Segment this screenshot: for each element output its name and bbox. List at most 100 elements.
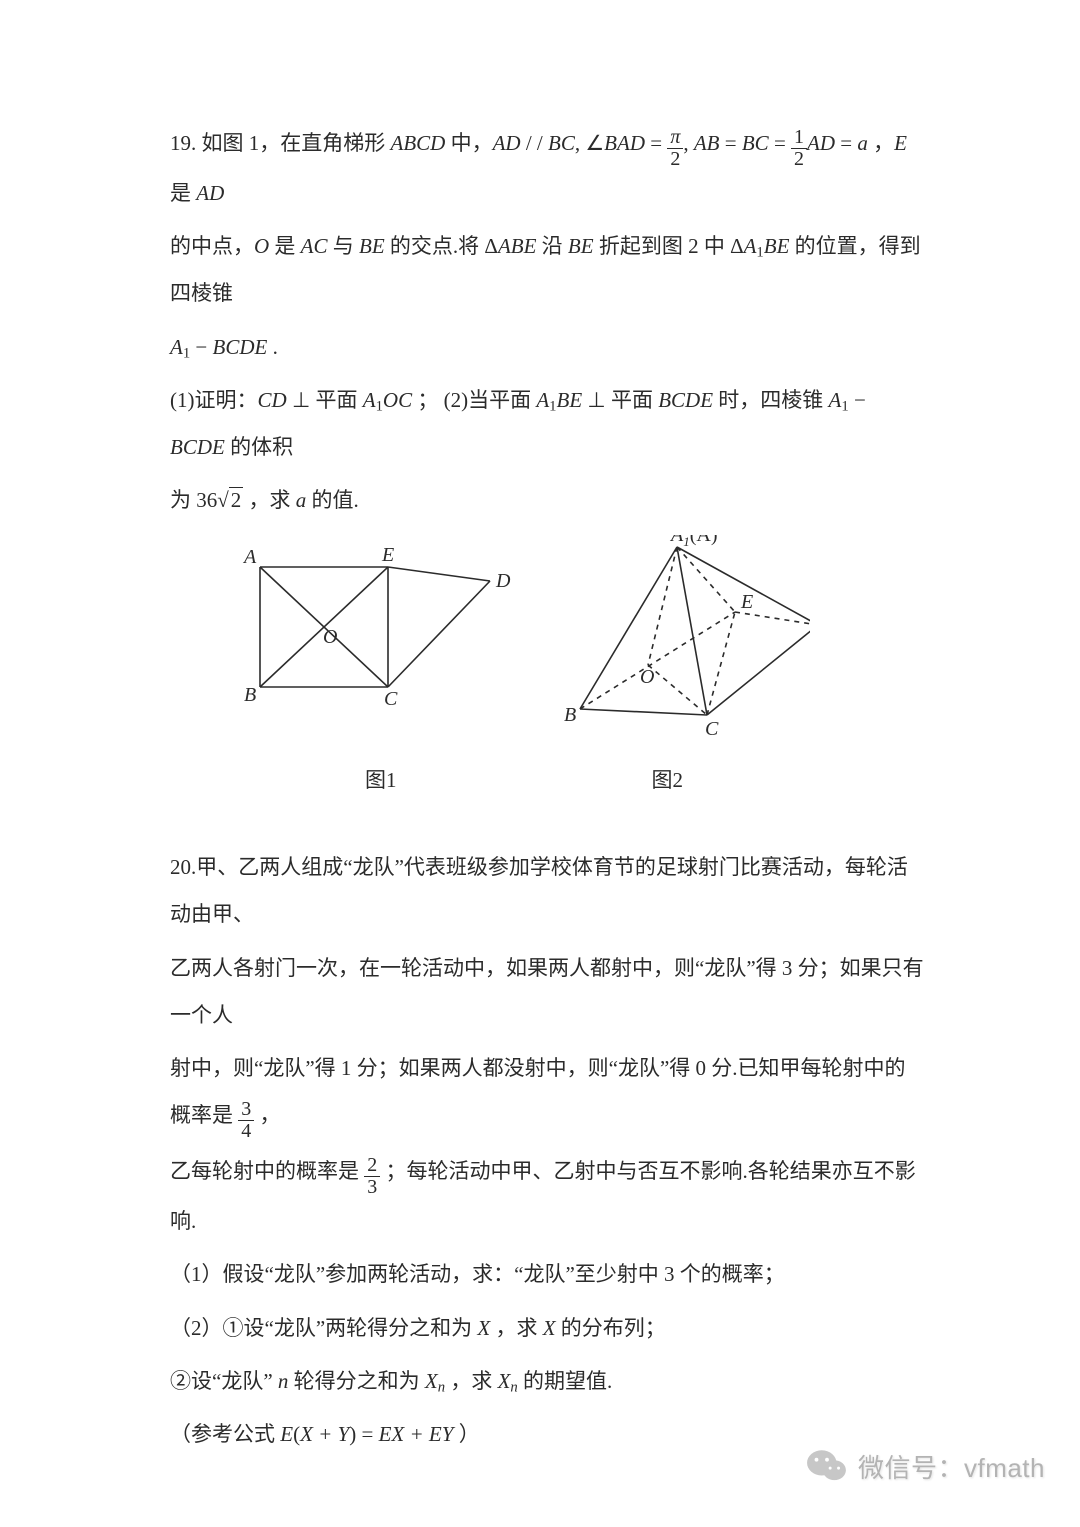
E: E xyxy=(280,1422,293,1446)
num: 3 xyxy=(238,1099,254,1121)
text: 为 xyxy=(170,488,196,512)
var-a2: a xyxy=(296,488,307,512)
var-a1oc-b: OC xyxy=(383,388,412,412)
q20-line2: 乙两人各射门一次，在一轮活动中，如果两人都射中，则“龙队”得 3 分；如果只有一… xyxy=(170,945,925,1040)
text: （2）①设“龙队”两轮得分之和为 xyxy=(170,1316,477,1340)
q19-number: 19 xyxy=(170,131,191,155)
frac-pi-2: π2 xyxy=(667,127,683,170)
var-a1b: A xyxy=(170,335,183,359)
minus2: − xyxy=(849,388,866,412)
var-bc: BC xyxy=(548,131,575,155)
num: 1 xyxy=(791,127,807,149)
svg-text:O: O xyxy=(323,626,337,648)
den: 2 xyxy=(791,149,807,170)
caption-1: 图1 xyxy=(365,757,397,804)
q19-line2: 的中点，O 是 AC 与 BE 的交点.将 ΔABE 沿 BE 折起到图 2 中… xyxy=(170,223,925,318)
var-bcde2: BCDE xyxy=(658,388,713,412)
frac-1-2: 12 xyxy=(791,127,807,170)
text: ，求 xyxy=(490,1316,543,1340)
caption-2: 图2 xyxy=(652,757,684,804)
var-n: n xyxy=(278,1369,289,1393)
diagrams-row: AEDBCO A1(A)EDBCO 图1 图2 xyxy=(170,535,925,805)
var-X2: X xyxy=(543,1316,556,1340)
var-a14: A xyxy=(829,388,842,412)
delta2: Δ xyxy=(730,234,744,258)
angle-sym: ∠ xyxy=(585,131,604,155)
svg-text:C: C xyxy=(384,688,398,710)
sub-n2: n xyxy=(510,1380,517,1396)
XY: X + Y xyxy=(300,1422,349,1446)
minus: − xyxy=(190,335,212,359)
text: ； (2)当平面 xyxy=(412,388,536,412)
q19-line4: (1)证明：CD ⊥ 平面 A1OC ； (2)当平面 A1BE ⊥ 平面 BC… xyxy=(170,377,925,472)
sqrt-expr: 36√2 xyxy=(196,487,243,512)
q19-line5: 为 36√2 ，求 a 的值. xyxy=(170,477,925,524)
svg-text:B: B xyxy=(244,684,256,706)
var-ac: AC xyxy=(301,234,328,258)
eq: = xyxy=(645,131,667,155)
num: π xyxy=(667,127,683,149)
text: 的体积 xyxy=(225,435,293,459)
geometry-diagrams: AEDBCO A1(A)EDBCO xyxy=(170,535,810,740)
svg-text:A: A xyxy=(242,546,257,568)
num: 2 xyxy=(364,1155,380,1177)
text: （1）假设“龙队”参加两轮活动，求：“龙队”至少射中 3 个的概率； xyxy=(170,1262,785,1286)
period: . xyxy=(267,335,278,359)
var-be2: BE xyxy=(568,234,594,258)
var-be: BE xyxy=(359,234,385,258)
perp: ⊥ xyxy=(287,388,316,412)
var-ad3: AD xyxy=(196,181,224,205)
comma: ， xyxy=(868,131,894,155)
q20-line1: 20.甲、乙两人组成“龙队”代表班级参加学校体育节的足球射门比赛活动，每轮活动由… xyxy=(170,844,925,939)
comma: , xyxy=(683,131,694,155)
var-a1oc-a: A xyxy=(363,388,376,412)
sub1: 1 xyxy=(756,245,763,261)
frac-2-3: 23 xyxy=(364,1155,380,1198)
q20-line3: 射中，则“龙队”得 1 分；如果两人都没射中，则“龙队”得 0 分.已知甲每轮射… xyxy=(170,1045,925,1142)
eq: = xyxy=(769,131,791,155)
sub1c: 1 xyxy=(376,399,383,415)
text: . 如图 1，在直角梯形 xyxy=(191,131,391,155)
sub1e: 1 xyxy=(841,399,848,415)
var-ad: AD xyxy=(493,131,521,155)
svg-text:O: O xyxy=(640,666,654,688)
var-Xn2: X xyxy=(498,1369,511,1393)
q19-line3: A1 − BCDE . xyxy=(170,324,925,371)
EXY: EX + EY xyxy=(379,1422,454,1446)
svg-text:E: E xyxy=(381,544,394,566)
text: 平面 xyxy=(315,388,362,412)
var-abcd: ABCD xyxy=(391,131,446,155)
radicand: 2 xyxy=(229,487,244,512)
den: 2 xyxy=(667,149,683,170)
q20-line7: ②设“龙队” n 轮得分之和为 Xn ，求 Xn 的期望值. xyxy=(170,1358,925,1405)
wechat-icon xyxy=(806,1445,848,1487)
diagram-2: A1(A)EDBCO xyxy=(564,535,810,740)
q20-line5: （1）假设“龙队”参加两轮活动，求：“龙队”至少射中 3 个的概率； xyxy=(170,1251,925,1298)
text: 中， xyxy=(445,131,492,155)
text: .甲、乙两人组成“龙队”代表班级参加学校体育节的足球射门比赛活动，每轮活动由甲、 xyxy=(170,855,908,926)
den: 3 xyxy=(364,1177,380,1198)
delta: Δ xyxy=(484,234,498,258)
text: 折起到图 2 中 xyxy=(594,234,731,258)
text: 乙两人各射门一次，在一轮活动中，如果两人都射中，则“龙队”得 3 分；如果只有一… xyxy=(170,956,924,1027)
text: 的分布列； xyxy=(556,1316,666,1340)
text: 的值. xyxy=(306,488,359,512)
var-X: X xyxy=(477,1316,490,1340)
text: 的交点.将 xyxy=(385,234,485,258)
watermark: 微信号：vfmath xyxy=(806,1445,1045,1487)
var-ab: AB xyxy=(694,131,720,155)
text: 与 xyxy=(328,234,360,258)
text: 时，四棱锥 xyxy=(713,388,829,412)
coef: 36 xyxy=(196,488,217,512)
text: (1)证明： xyxy=(170,388,258,412)
var-Xn: X xyxy=(425,1369,438,1393)
perp2: ⊥ xyxy=(582,388,611,412)
den: 4 xyxy=(238,1121,254,1142)
text: 平面 xyxy=(611,388,658,412)
var-e: E xyxy=(894,131,907,155)
text: ，求 xyxy=(445,1369,498,1393)
eq: = xyxy=(835,131,857,155)
var-bad: BAD xyxy=(604,131,645,155)
comma: , xyxy=(575,131,586,155)
var-ad2: AD xyxy=(807,131,835,155)
